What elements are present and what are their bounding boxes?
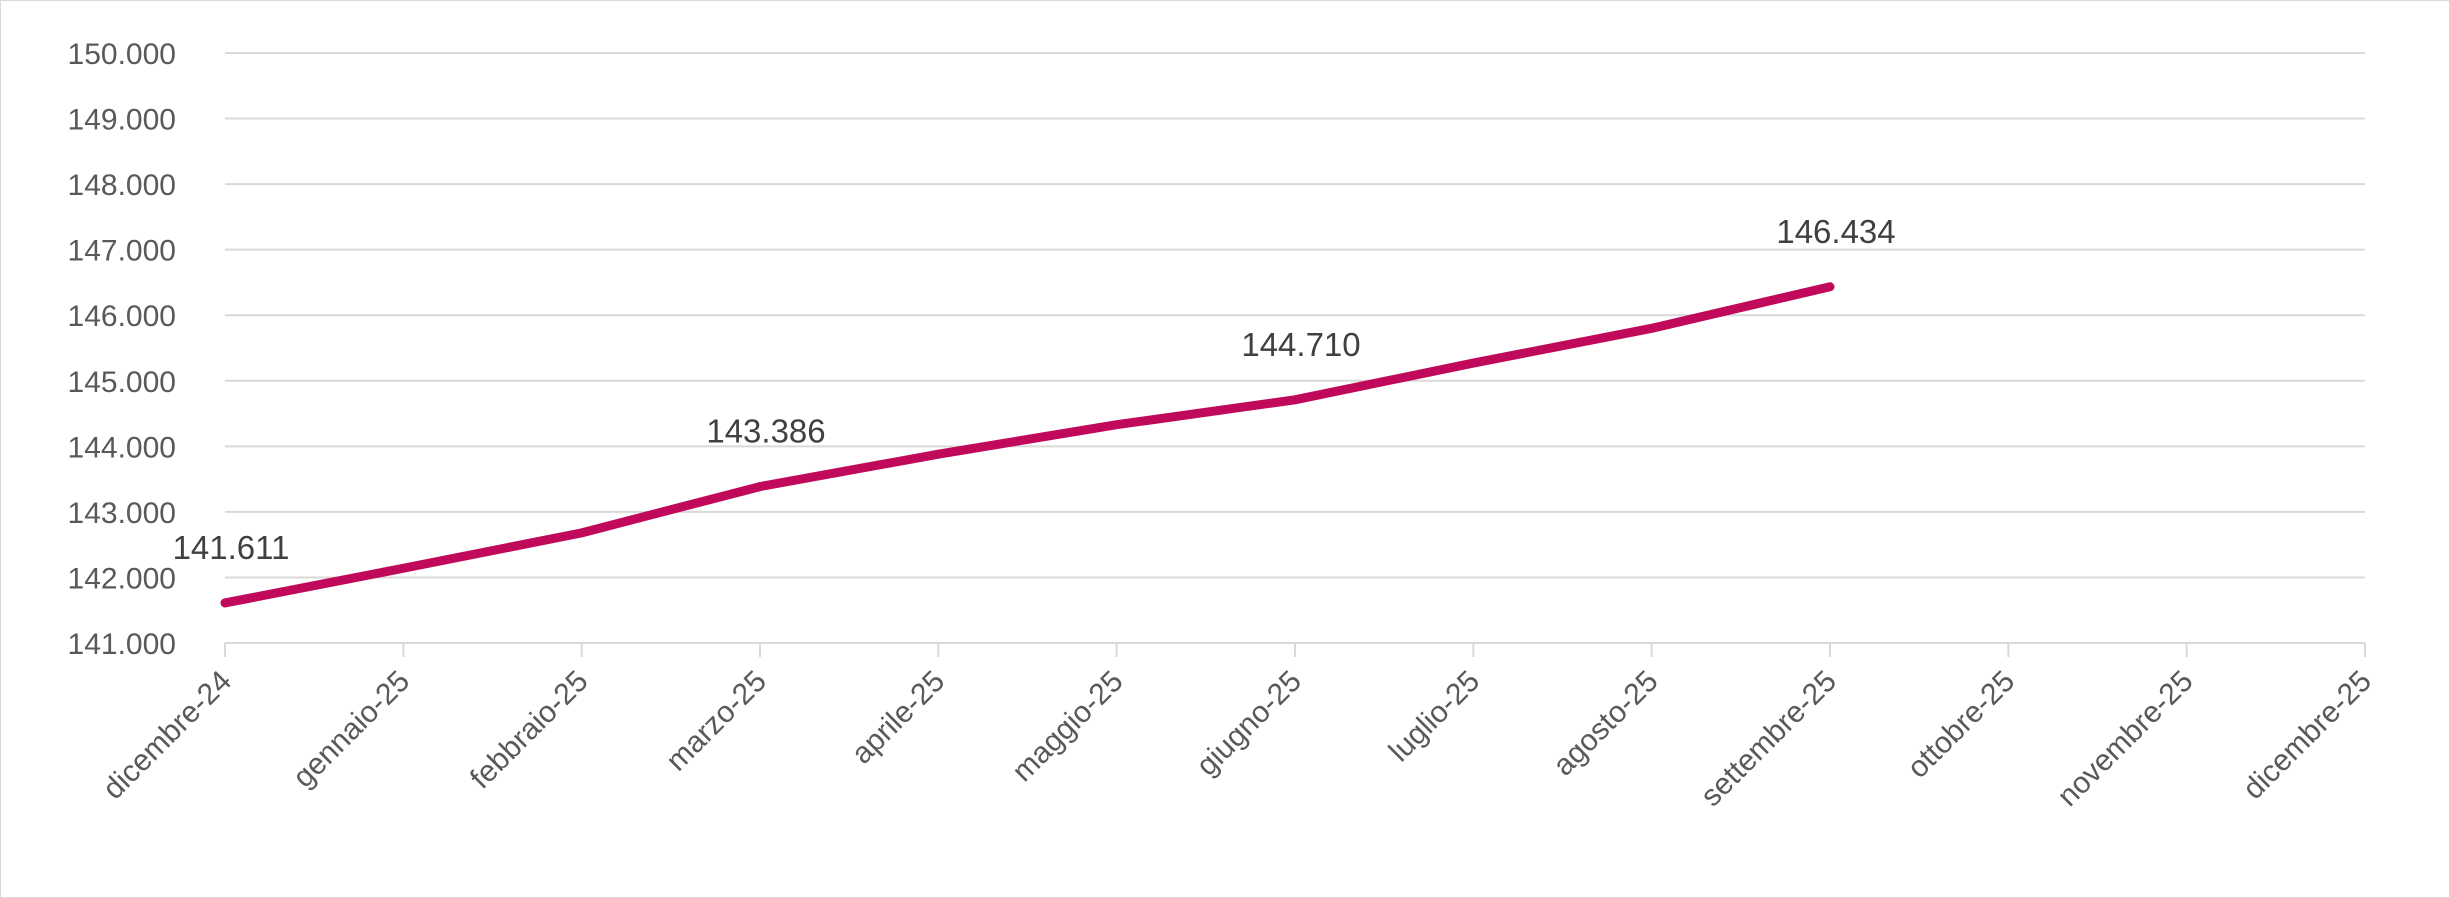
x-tick-label: maggio-25 xyxy=(1006,665,1130,789)
series-line xyxy=(220,282,1835,608)
y-tick-label: 143.000 xyxy=(68,497,176,530)
x-tick-label: ottobre-25 xyxy=(1901,665,2021,785)
x-tick-label: agosto-25 xyxy=(1547,665,1665,783)
x-tick-label: gennaio-25 xyxy=(287,665,417,795)
x-axis: dicembre-24 gennaio-25 febbraio-25 marzo-25… xyxy=(97,642,2378,813)
x-tick-label: novembre-25 xyxy=(2051,665,2199,813)
y-tick-label: 147.000 xyxy=(68,235,176,268)
x-tick-label: dicembre-25 xyxy=(2237,665,2378,806)
y-tick-label: 148.000 xyxy=(68,169,176,202)
y-tick-label: 145.000 xyxy=(68,366,176,399)
y-tick-label: 149.000 xyxy=(68,104,176,137)
y-tick-label: 146.000 xyxy=(68,300,176,333)
y-tick-label: 144.000 xyxy=(68,431,176,464)
x-tick-label: settembre-25 xyxy=(1695,665,1843,813)
x-tick-label: aprile-25 xyxy=(845,665,951,771)
data-label: 141.611 xyxy=(173,529,290,566)
data-labels: 141.611 143.386 144.710 146.434 xyxy=(173,213,1896,566)
series xyxy=(220,282,1835,608)
y-axis-labels: 141.000 142.000 143.000 144.000 145.000 146.0… xyxy=(68,38,176,661)
x-tick-label: dicembre-24 xyxy=(97,665,238,806)
gridlines xyxy=(225,52,2365,579)
data-label: 146.434 xyxy=(1776,213,1895,250)
data-label: 144.710 xyxy=(1241,326,1360,363)
y-tick-label: 150.000 xyxy=(68,38,176,71)
x-tick-label: luglio-25 xyxy=(1383,665,1487,769)
x-tick-label: febbraio-25 xyxy=(464,665,595,796)
y-tick-label: 142.000 xyxy=(68,562,176,595)
x-tick-label: giugno-25 xyxy=(1190,665,1308,783)
x-tick-label: marzo-25 xyxy=(660,665,773,778)
y-tick-label: 141.000 xyxy=(68,628,176,661)
data-label: 143.386 xyxy=(706,413,825,450)
